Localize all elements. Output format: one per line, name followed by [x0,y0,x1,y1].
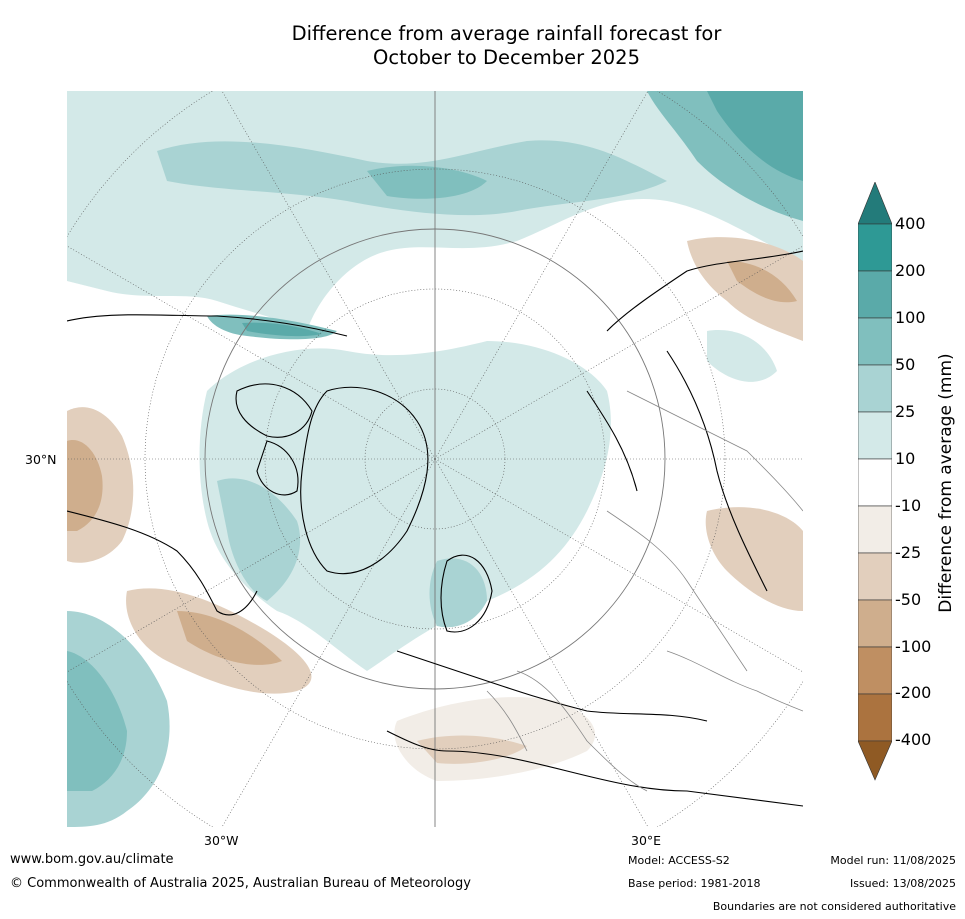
longitude-label-30w: 30°W [204,833,239,848]
colorbar-bin-50-100 [857,317,893,366]
colorbar-bin-neutral [857,458,893,507]
colorbar-tick-m100: -100 [895,637,932,656]
colorbar-tick-100: 100 [895,308,926,327]
colorbar-tick-200: 200 [895,261,926,280]
latitude-label-30n: 30°N [25,452,57,467]
anomaly-pacific-wet-3 [367,165,487,199]
colorbar-arrow-bottom [857,740,893,781]
longitude-label-30e: 30°E [631,833,662,848]
anomaly-china-dry [705,507,803,611]
anomaly-mediterranean-dry-2 [417,735,527,764]
footer-copyright: © Commonwealth of Australia 2025, Austra… [10,876,471,891]
colorbar-bin-25-50 [857,364,893,413]
footer-base-period: Base period: 1981-2018 [628,877,761,890]
title-line-2: October to December 2025 [373,46,640,69]
colorbar-bin-100-200 [857,270,893,319]
colorbar [857,181,893,782]
colorbar-tick-m10: -10 [895,496,922,515]
title-line-1: Difference from average rainfall forecas… [291,22,722,45]
anomaly-asia-dry [687,237,803,341]
footer-model-run: Model run: 11/08/2025 [830,854,956,867]
anomaly-atlantic-dry-2 [177,611,282,665]
colorbar-bin-m100-m200 [857,646,893,695]
anomaly-atlantic-sw-wet-2 [67,651,127,791]
colorbar-arrow-top [857,181,893,225]
country-borders [486,390,803,792]
footer-disclaimer: Boundaries are not considered authoritat… [712,900,956,913]
anomaly-west-pacific-dry-2 [67,440,103,531]
colorbar-tick-m25: -25 [895,543,922,562]
colorbar-tick-m50: -50 [895,590,922,609]
anomaly-norway-wet [429,558,487,628]
footer-model: Model: ACCESS-S2 [628,854,730,867]
colorbar-tick-m200: -200 [895,683,932,702]
anomaly-asia-dry-2 [727,261,797,303]
colorbar-bin-m50-m100 [857,599,893,648]
graticule-main [204,91,666,827]
colorbar-bin-m25-m50 [857,552,893,601]
anomaly-east-asia-wet [707,330,777,382]
coastlines [67,250,803,807]
anomaly-aleutian-wet-2 [242,322,322,337]
rainfall-anomaly-map [67,91,803,827]
colorbar-tick-400: 400 [895,214,926,233]
colorbar-tick-50: 50 [895,355,916,374]
map-title: Difference from average rainfall forecas… [0,22,965,70]
footer-url[interactable]: www.bom.gov.au/climate [10,852,174,867]
colorbar-graphic [857,181,893,781]
anomaly-pacific-wet-5 [707,91,803,181]
colorbar-bin-10-25 [857,411,893,460]
colorbar-tick-10: 10 [895,449,916,468]
colorbar-bin-200-400 [857,223,893,272]
colorbar-tick-m400: -400 [895,730,932,749]
colorbar-tick-25: 25 [895,402,916,421]
colorbar-bin-m200-m400 [857,693,893,742]
anomaly-arctic-wet [199,341,611,671]
colorbar-bin-m10-m25 [857,505,893,554]
map-canvas [67,91,803,827]
footer-issued: Issued: 13/08/2025 [849,877,956,890]
anomaly-greenland-wet [217,478,301,601]
colorbar-title: Difference from average (mm) [936,353,956,613]
